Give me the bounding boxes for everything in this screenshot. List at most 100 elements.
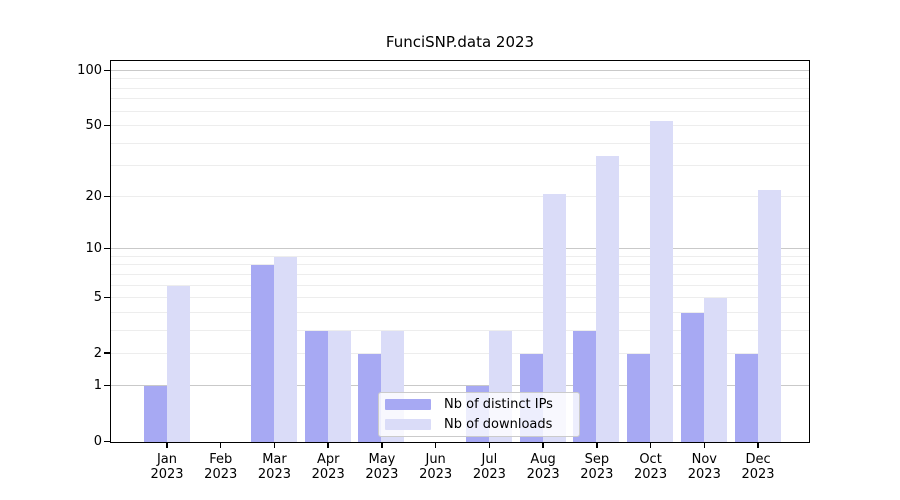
xtick-label-oct: Oct 2023 (619, 452, 683, 482)
ytick-label-20: 20 (85, 189, 102, 205)
xtick-year-sep: 2023 (580, 467, 614, 482)
xtick-month-dec: Dec (745, 452, 771, 467)
xtick-mark-aug (542, 443, 544, 448)
ytick-label-100: 100 (77, 63, 102, 79)
xtick-year-apr: 2023 (311, 467, 345, 482)
xtick-year-oct: 2023 (634, 467, 668, 482)
xtick-label-apr: Apr 2023 (296, 452, 360, 482)
legend: Nb of distinct IPs Nb of downloads (378, 392, 580, 437)
xtick-label-feb: Feb 2023 (189, 452, 253, 482)
xtick-year-may: 2023 (365, 467, 399, 482)
xtick-mark-may (381, 443, 383, 448)
xtick-mark-jan (166, 443, 168, 448)
xtick-label-jan: Jan 2023 (135, 452, 199, 482)
bar-distinct-ips-jan (143, 386, 167, 442)
xtick-label-jun: Jun 2023 (404, 452, 468, 482)
xtick-mark-jun (434, 443, 437, 448)
legend-item-downloads: Nb of downloads (385, 417, 573, 432)
ytick-label-50: 50 (85, 117, 102, 133)
xtick-month-jul: Jul (481, 452, 498, 467)
xtick-month-aug: Aug (530, 452, 556, 467)
minor-gridline-7 (111, 273, 809, 275)
ytick-mark-0 (104, 440, 110, 443)
xtick-label-aug: Aug 2023 (511, 452, 575, 482)
xtick-label-sep: Sep 2023 (565, 452, 629, 482)
bar-downloads-nov (703, 297, 727, 442)
minor-gridline-70 (111, 98, 809, 100)
ytick-label-2: 2 (93, 345, 102, 361)
xtick-mark-nov (703, 443, 705, 448)
bar-distinct-ips-nov (680, 312, 704, 442)
xtick-year-dec: 2023 (741, 467, 775, 482)
ytick-mark-10 (104, 248, 110, 250)
major-gridline-100 (111, 70, 809, 72)
ytick-label-5: 5 (93, 289, 102, 305)
bar-distinct-ips-mar (250, 265, 274, 442)
xtick-year-aug: 2023 (526, 467, 560, 482)
xtick-month-feb: Feb (209, 452, 233, 467)
xtick-mark-oct (649, 443, 652, 448)
minor-gridline-9 (111, 255, 809, 257)
bar-distinct-ips-dec (734, 353, 758, 442)
ytick-mark-2 (104, 352, 110, 354)
minor-gridline-90 (111, 78, 809, 80)
ytick-label-10: 10 (85, 241, 102, 257)
minor-gridline-2 (111, 352, 809, 354)
ytick-mark-100 (104, 69, 110, 72)
xtick-month-apr: Apr (316, 452, 340, 467)
ytick-label-1: 1 (93, 378, 102, 394)
xtick-month-nov: Nov (691, 452, 717, 467)
xtick-year-nov: 2023 (687, 467, 721, 482)
bar-distinct-ips-oct (627, 353, 651, 442)
bar-downloads-dec (757, 189, 781, 442)
ytick-label-0: 0 (93, 434, 102, 449)
grid-layer (111, 61, 809, 442)
major-gridline-1 (111, 385, 809, 387)
legend-swatch-downloads (385, 419, 431, 430)
minor-gridline-30 (111, 164, 809, 166)
major-gridline-10 (111, 248, 809, 250)
xtick-year-feb: 2023 (204, 467, 238, 482)
minor-gridline-6 (111, 284, 809, 286)
legend-label-distinct-ips: Nb of distinct IPs (444, 397, 553, 412)
bar-distinct-ips-apr (304, 330, 328, 442)
xtick-mark-apr (327, 443, 329, 448)
legend-item-distinct-ips: Nb of distinct IPs (385, 397, 573, 412)
bar-downloads-aug (542, 193, 566, 442)
ytick-mark-50 (104, 124, 110, 127)
xtick-mark-feb (220, 443, 222, 448)
bar-downloads-apr (327, 330, 351, 442)
ytick-mark-5 (104, 296, 110, 299)
chart-title: FunciSNP.data 2023 (385, 33, 535, 51)
bar-downloads-mar (273, 256, 297, 442)
xtick-label-nov: Nov 2023 (672, 452, 736, 482)
xtick-mark-dec (757, 443, 759, 448)
plot-area: Nb of distinct IPs Nb of downloads (110, 60, 810, 443)
xtick-month-oct: Oct (639, 452, 662, 467)
minor-gridline-3 (111, 329, 809, 331)
xtick-month-sep: Sep (584, 452, 610, 467)
xtick-mark-jul (488, 443, 491, 448)
minor-gridline-80 (111, 87, 809, 89)
xtick-month-jan: Jan (156, 452, 178, 467)
ytick-mark-1 (104, 385, 110, 387)
minor-gridline-40 (111, 142, 809, 144)
minor-gridline-4 (111, 311, 809, 313)
bar-distinct-ips-may (358, 353, 382, 442)
xtick-label-mar: Mar 2023 (242, 452, 306, 482)
xtick-year-jun: 2023 (419, 467, 453, 482)
bar-downloads-oct (650, 121, 674, 442)
xtick-year-mar: 2023 (257, 467, 291, 482)
legend-swatch-distinct-ips (385, 399, 431, 410)
xtick-month-may: May (368, 452, 396, 467)
ytick-mark-20 (104, 196, 110, 198)
minor-gridline-20 (111, 196, 809, 198)
minor-gridline-50 (111, 124, 809, 126)
legend-label-downloads: Nb of downloads (444, 417, 553, 432)
xtick-month-mar: Mar (262, 452, 287, 467)
xtick-label-jul: Jul 2023 (457, 452, 521, 482)
xtick-mark-sep (596, 443, 598, 448)
bar-downloads-jan (166, 285, 190, 442)
bar-layer (111, 61, 809, 442)
